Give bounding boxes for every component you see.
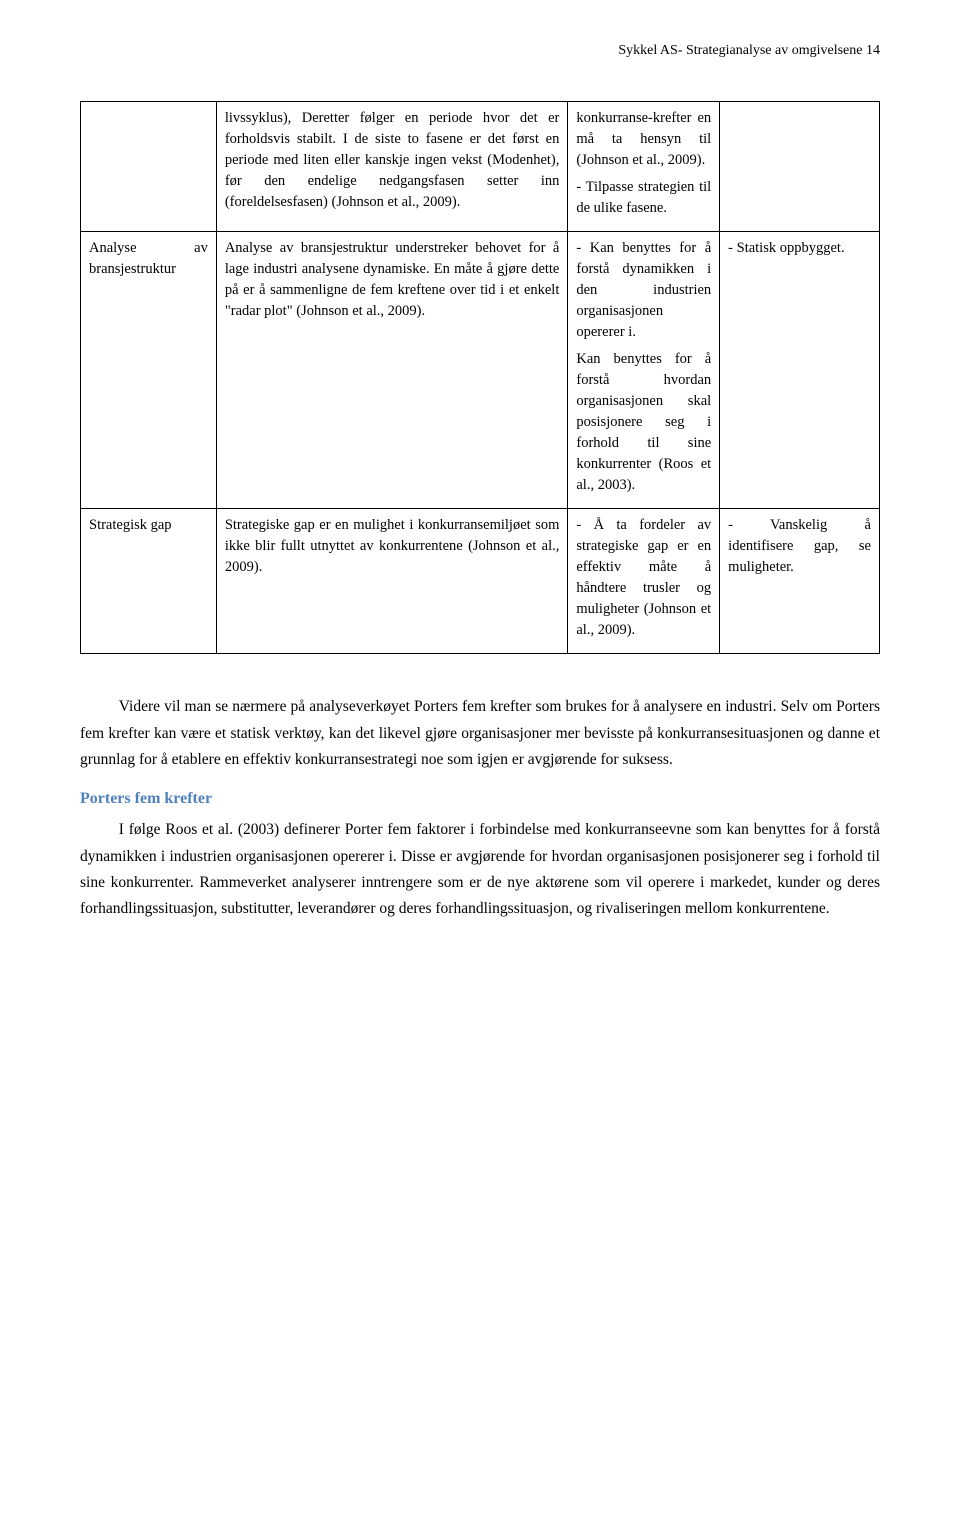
- cell-para: konkurranse-krefter en må ta hensyn til …: [576, 108, 711, 171]
- cell-r1c2: livssyklus), Deretter følger en periode …: [216, 102, 568, 232]
- cell-r3c1: Strategisk gap: [81, 509, 217, 654]
- header-text: Sykkel AS- Strategianalyse av omgivelsen…: [618, 43, 880, 58]
- cell-r2c4: - Statisk oppbygget.: [720, 232, 880, 509]
- cell-text: livssyklus), Deretter følger en periode …: [225, 110, 560, 210]
- cell-r1c1: [81, 102, 217, 232]
- cell-r3c4: - Vanskelig å identifisere gap, se mulig…: [720, 509, 880, 654]
- body-section: Videre vil man se nærmere på analyseverk…: [80, 694, 880, 922]
- cell-r2c2: Analyse av bransjestruktur understreker …: [216, 232, 568, 509]
- cell-r3c2: Strategiske gap er en mulighet i konkurr…: [216, 509, 568, 654]
- cell-para: - Tilpasse strategien til de ulike fasen…: [576, 177, 711, 219]
- page-header: Sykkel AS- Strategianalyse av omgivelsen…: [80, 40, 880, 61]
- table-row: Analyse av bransjestruktur Analyse av br…: [81, 232, 880, 509]
- table-row: livssyklus), Deretter følger en periode …: [81, 102, 880, 232]
- cell-r1c4: [720, 102, 880, 232]
- body-para-2: I følge Roos et al. (2003) definerer Por…: [80, 817, 880, 922]
- table-row: Strategisk gap Strategiske gap er en mul…: [81, 509, 880, 654]
- cell-text: Analyse av bransjestruktur understreker …: [225, 240, 560, 319]
- cell-r1c3: konkurranse-krefter en må ta hensyn til …: [568, 102, 720, 232]
- cell-text: Strategiske gap er en mulighet i konkurr…: [225, 517, 560, 575]
- cell-text: Strategisk gap: [89, 517, 172, 533]
- cell-r2c1: Analyse av bransjestruktur: [81, 232, 217, 509]
- cell-para: - Å ta fordeler av strategiske gap er en…: [576, 515, 711, 641]
- cell-text: Analyse av bransjestruktur: [89, 240, 208, 277]
- cell-text: - Vanskelig å identifisere gap, se mulig…: [728, 517, 871, 575]
- cell-r3c3: - Å ta fordeler av strategiske gap er en…: [568, 509, 720, 654]
- cell-r2c3: - Kan benyttes for å forstå dynamikken i…: [568, 232, 720, 509]
- body-para-1: Videre vil man se nærmere på analyseverk…: [80, 694, 880, 773]
- cell-para: Kan benyttes for å forstå hvordan organi…: [576, 349, 711, 496]
- cell-para: - Kan benyttes for å forstå dynamikken i…: [576, 238, 711, 343]
- cell-text: - Statisk oppbygget.: [728, 240, 844, 256]
- strategy-table: livssyklus), Deretter følger en periode …: [80, 101, 880, 654]
- section-heading-porters: Porters fem krefter: [80, 787, 880, 811]
